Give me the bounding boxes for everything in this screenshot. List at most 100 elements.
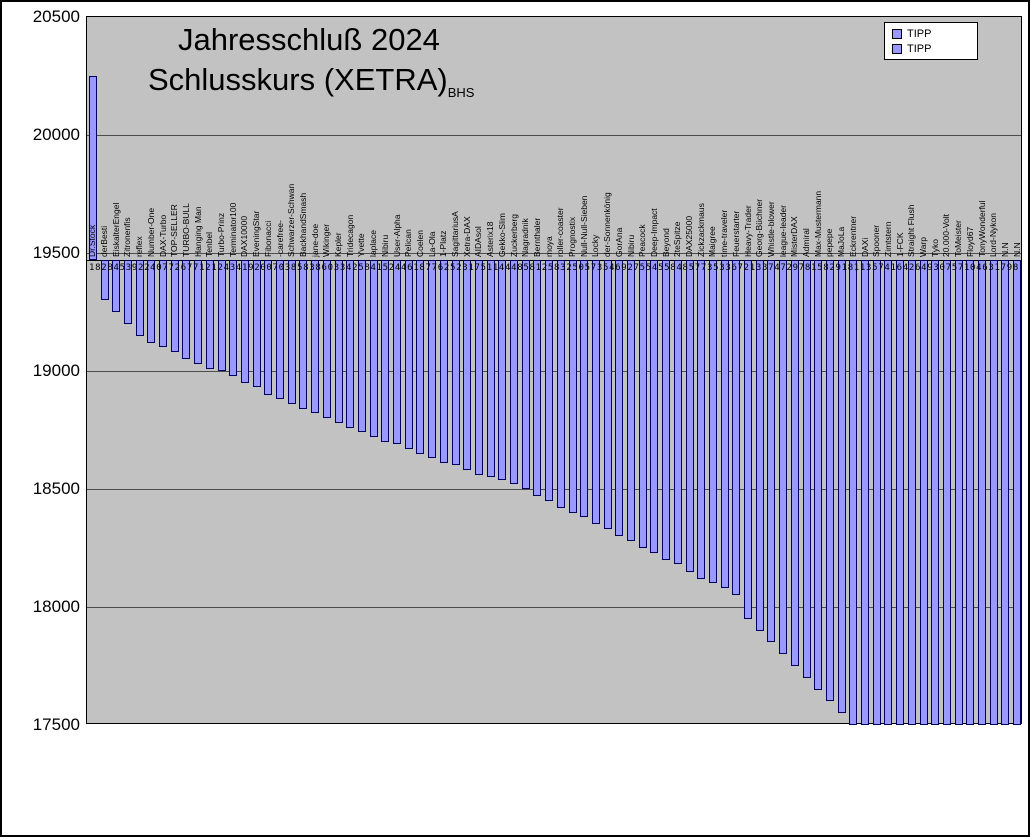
bar-Zitronenfis xyxy=(123,260,132,324)
gridline xyxy=(87,607,1021,608)
category-label: Zitronenfis xyxy=(122,217,133,258)
category-label: BackhandSmash xyxy=(297,192,308,258)
bar-Tridecagon xyxy=(346,260,355,428)
bar-DAXi xyxy=(861,260,869,725)
bar-Xetra-DAX xyxy=(463,260,472,471)
bar-Tenbel xyxy=(205,260,214,369)
bar-Coelen xyxy=(416,260,425,454)
bar-Beyond xyxy=(662,260,671,560)
category-label: Spooner xyxy=(871,224,882,258)
bar-time-traveler xyxy=(720,260,729,589)
category-label: Pelican xyxy=(403,229,414,258)
bar-Pelican xyxy=(404,260,413,449)
bar-SagittariusA xyxy=(451,260,460,466)
category-label: Locky xyxy=(590,234,601,258)
category-label: Straight Flush xyxy=(906,204,917,258)
bar-N.N xyxy=(1001,260,1010,725)
bar-Null-Null-Sieben xyxy=(580,260,589,518)
bar-Schwarzer-Schwan xyxy=(287,260,296,405)
bar-MisterDAX xyxy=(790,260,799,666)
bar-Zimtstern xyxy=(884,260,893,725)
bar-Peacock xyxy=(638,260,647,548)
bar-EiskalterEngel xyxy=(112,260,121,312)
bar-reflex xyxy=(135,260,144,336)
category-label: Yvette xyxy=(356,233,367,258)
title-line-1: Jahresschluß 2024 xyxy=(178,22,440,57)
category-label: Dr.Stock xyxy=(87,224,98,258)
category-label: AIDAsol xyxy=(473,226,484,258)
category-label: 1-FCK xyxy=(894,232,905,258)
bar-TOP-SELLER xyxy=(170,260,179,353)
category-label: -carefree- xyxy=(274,220,285,258)
category-label: der-Sonnenkönig xyxy=(602,192,613,258)
category-label: derBesti xyxy=(99,225,109,258)
category-label: Zuckerberg xyxy=(508,214,519,258)
bar-TonyWonderful xyxy=(978,260,986,725)
category-label: league-leader xyxy=(777,205,788,258)
bar-Zickzackmaus xyxy=(697,260,706,579)
category-label: Zimtstern xyxy=(882,221,893,258)
category-label: Warp xyxy=(918,237,928,258)
bar-Nibiru xyxy=(381,260,390,442)
bar-pepepe xyxy=(825,260,834,702)
plot-area: Dr.Stock derBesti EiskalterEngel Zitronenfi… xyxy=(86,16,1022,725)
value-label-row: 1828453922407726771212434192007038583860… xyxy=(89,263,1020,274)
bar-Feuerstarter xyxy=(732,260,741,596)
category-axis-line xyxy=(87,260,1021,262)
bar-DAX25000 xyxy=(685,260,694,572)
category-label: pepepe xyxy=(824,228,835,258)
category-label: reflex xyxy=(134,236,145,258)
category-label: moya xyxy=(543,236,554,258)
category-label: Nagradnik xyxy=(520,218,531,258)
bar-Max-Mustermann xyxy=(814,260,823,690)
bar-User-Alpha xyxy=(393,260,402,445)
bar-Spooner xyxy=(872,260,881,725)
bar-Zuckerberg xyxy=(510,260,519,485)
category-label: Zickzackmaus xyxy=(695,203,706,258)
bar-Eckrentner xyxy=(849,260,858,725)
bar-Deep-Impact xyxy=(650,260,659,553)
category-label: Max-Mustermann xyxy=(812,190,823,258)
category-label: Schwarzer-Schwan xyxy=(286,183,297,258)
category-label: Tenbel xyxy=(204,232,215,258)
bar-Yvette xyxy=(357,260,366,433)
bar-jane-doe xyxy=(311,260,320,414)
bar-Tyko xyxy=(931,260,940,725)
category-label: Beyond xyxy=(660,228,671,258)
category-label: time-traveler xyxy=(719,209,730,258)
title-line-2: Schlusskurs (XETRA)BHS xyxy=(148,62,474,111)
bar-Whistle-blower xyxy=(767,260,776,643)
bar-roller-coaster xyxy=(556,260,565,508)
category-label: roller-coaster xyxy=(555,207,566,258)
bar-league-leader xyxy=(779,260,788,655)
category-label: Xetra-DAX xyxy=(461,216,472,258)
bar-Lord-Nykon xyxy=(989,260,998,725)
y-tick-label: 18000 xyxy=(32,596,80,616)
bar-Warp xyxy=(919,260,928,725)
gridline xyxy=(87,371,1021,372)
bar-Kepler xyxy=(334,260,343,423)
category-label: Lord-Nykon xyxy=(988,213,999,258)
category-label: TURBO-BULL xyxy=(180,203,191,258)
legend-label: TIPP xyxy=(907,27,932,40)
bar-Prognostix xyxy=(568,260,577,513)
category-label: TOP-SELLER xyxy=(169,204,180,258)
category-label: Floyd67 xyxy=(964,226,975,258)
category-label: DAX-Turbo xyxy=(157,214,168,258)
category-label: Coelen xyxy=(414,230,425,258)
bar-DAX10000 xyxy=(240,260,249,383)
category-label: Georg-Büchner xyxy=(754,198,765,258)
y-tick-label: 17500 xyxy=(32,714,80,734)
y-tick-label: 19500 xyxy=(32,242,80,262)
category-label: N.N xyxy=(1011,242,1022,258)
title-suffix: BHS xyxy=(447,85,475,101)
bar-TURBO-BULL xyxy=(182,260,191,360)
y-tick-label: 18500 xyxy=(32,478,80,498)
category-label: SagittariusA xyxy=(450,211,461,258)
bar-Asterix18 xyxy=(486,260,495,478)
category-label: EveningStar xyxy=(251,210,262,258)
bar-derBesti xyxy=(100,260,109,301)
title-line-2-text: Schlusskurs (XETRA) xyxy=(148,62,448,97)
y-tick-label: 20500 xyxy=(32,6,80,26)
bar-EveningStar xyxy=(252,260,261,388)
